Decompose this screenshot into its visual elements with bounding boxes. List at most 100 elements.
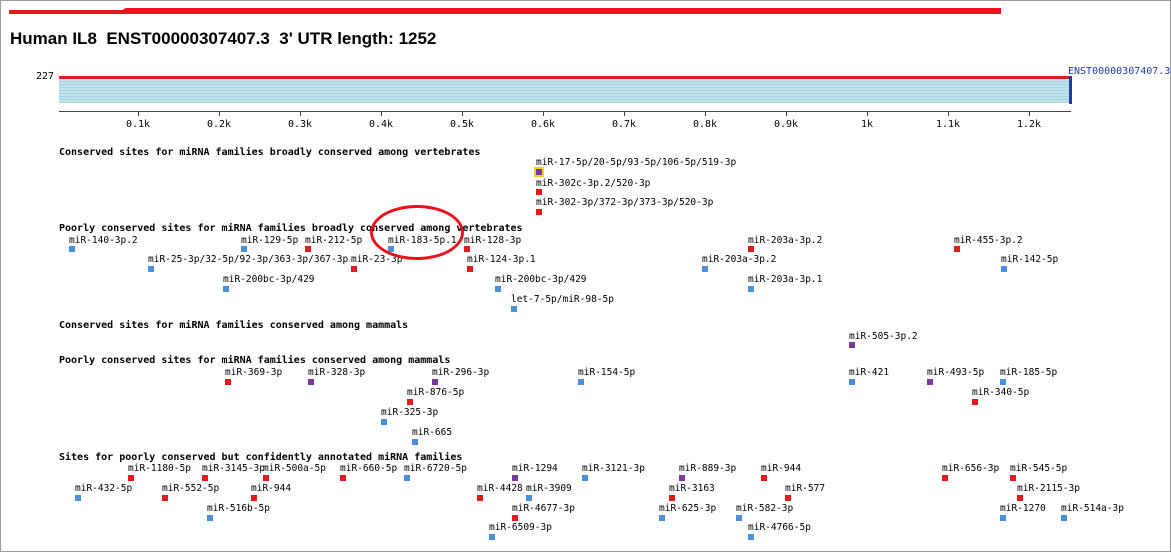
mirna-site-marker[interactable] [512, 475, 518, 481]
mirna-site-marker[interactable] [407, 399, 413, 405]
mirna-site-marker[interactable] [162, 495, 168, 501]
mirna-site-marker[interactable] [464, 246, 470, 252]
mirna-site-label[interactable]: miR-4677-3p [512, 503, 575, 514]
mirna-site-label[interactable]: miR-328-3p [308, 367, 366, 378]
mirna-site-marker[interactable] [748, 246, 754, 252]
mirna-site-marker[interactable] [761, 475, 767, 481]
mirna-site-marker[interactable] [351, 266, 357, 272]
mirna-site-marker[interactable] [1000, 379, 1006, 385]
mirna-site-marker[interactable] [679, 475, 685, 481]
mirna-site-label[interactable]: miR-3163 [669, 483, 715, 494]
mirna-site-marker[interactable] [467, 266, 473, 272]
mirna-site-label[interactable]: miR-302c-3p.2/520-3p [536, 178, 651, 189]
mirna-site-marker[interactable] [578, 379, 584, 385]
mirna-site-label[interactable]: miR-1270 [1000, 503, 1046, 514]
mirna-site-label[interactable]: miR-185-5p [1000, 367, 1058, 378]
mirna-site-label[interactable]: miR-656-3p [942, 463, 1000, 474]
mirna-site-marker[interactable] [69, 246, 75, 252]
mirna-site-label[interactable]: miR-944 [761, 463, 802, 474]
mirna-site-marker[interactable] [75, 495, 81, 501]
mirna-site-label[interactable]: miR-23-3p [351, 254, 403, 265]
mirna-site-label[interactable]: miR-6509-3p [489, 522, 552, 533]
mirna-site-marker[interactable] [748, 286, 754, 292]
mirna-site-marker[interactable] [785, 495, 791, 501]
mirna-site-marker[interactable] [1000, 515, 1006, 521]
mirna-site-label[interactable]: miR-545-5p [1010, 463, 1068, 474]
mirna-site-label[interactable]: miR-203a-3p.2 [702, 254, 777, 265]
mirna-site-marker[interactable] [305, 246, 311, 252]
mirna-site-marker[interactable] [148, 266, 154, 272]
mirna-site-marker[interactable] [251, 495, 257, 501]
mirna-site-marker[interactable] [582, 475, 588, 481]
mirna-site-label[interactable]: miR-302-3p/372-3p/373-3p/520-3p [536, 197, 714, 208]
mirna-site-label[interactable]: miR-421 [849, 367, 890, 378]
mirna-site-label[interactable]: miR-3145-3p [202, 463, 265, 474]
mirna-site-label[interactable]: miR-128-3p [464, 235, 522, 246]
mirna-site-label[interactable]: miR-625-3p [659, 503, 717, 514]
mirna-site-marker[interactable] [1017, 495, 1023, 501]
mirna-site-marker[interactable] [202, 475, 208, 481]
mirna-site-label[interactable]: miR-577 [785, 483, 826, 494]
mirna-site-marker[interactable] [404, 475, 410, 481]
mirna-site-label[interactable]: miR-516b-5p [207, 503, 270, 514]
mirna-site-label[interactable]: miR-665 [412, 427, 453, 438]
mirna-site-marker[interactable] [1001, 266, 1007, 272]
mirna-site-label[interactable]: miR-552-5p [162, 483, 220, 494]
mirna-site-label[interactable]: miR-200bc-3p/429 [223, 274, 315, 285]
mirna-site-marker[interactable] [263, 475, 269, 481]
mirna-site-label[interactable]: miR-200bc-3p/429 [495, 274, 587, 285]
mirna-site-label[interactable]: miR-455-3p.2 [954, 235, 1023, 246]
mirna-site-marker[interactable] [942, 475, 948, 481]
mirna-site-marker[interactable] [308, 379, 314, 385]
mirna-site-label[interactable]: miR-1294 [512, 463, 558, 474]
mirna-site-marker[interactable] [736, 515, 742, 521]
mirna-site-marker[interactable] [526, 495, 532, 501]
mirna-site-label[interactable]: miR-142-5p [1001, 254, 1059, 265]
mirna-site-label[interactable]: miR-493-5p [927, 367, 985, 378]
mirna-site-label[interactable]: miR-140-3p.2 [69, 235, 138, 246]
mirna-site-label[interactable]: miR-432-5p [75, 483, 133, 494]
mirna-site-label[interactable]: miR-3121-3p [582, 463, 645, 474]
mirna-site-label[interactable]: miR-4428 [477, 483, 523, 494]
mirna-site-marker[interactable] [489, 534, 495, 540]
mirna-site-marker[interactable] [536, 169, 542, 175]
transcript-label[interactable]: ENST00000307407.3 [1068, 66, 1171, 77]
mirna-site-label[interactable]: miR-500a-5p [263, 463, 326, 474]
mirna-site-label[interactable]: miR-17-5p/20-5p/93-5p/106-5p/519-3p [536, 157, 737, 168]
mirna-site-label[interactable]: miR-154-5p [578, 367, 636, 378]
mirna-site-label[interactable]: miR-369-3p [225, 367, 283, 378]
mirna-site-label[interactable]: miR-212-5p [305, 235, 363, 246]
mirna-site-label[interactable]: miR-1180-5p [128, 463, 191, 474]
mirna-site-label[interactable]: miR-340-5p [972, 387, 1030, 398]
mirna-site-label[interactable]: let-7-5p/miR-98-5p [511, 294, 614, 305]
mirna-site-label[interactable]: miR-944 [251, 483, 292, 494]
mirna-site-marker[interactable] [477, 495, 483, 501]
mirna-site-label[interactable]: miR-25-3p/32-5p/92-3p/363-3p/367-3p [148, 254, 349, 265]
mirna-site-marker[interactable] [511, 306, 517, 312]
mirna-site-marker[interactable] [381, 419, 387, 425]
mirna-site-label[interactable]: miR-2115-3p [1017, 483, 1080, 494]
mirna-site-label[interactable]: miR-296-3p [432, 367, 490, 378]
mirna-site-marker[interactable] [849, 379, 855, 385]
mirna-site-label[interactable]: miR-203a-3p.2 [748, 235, 823, 246]
mirna-site-label[interactable]: miR-129-5p [241, 235, 299, 246]
mirna-site-marker[interactable] [669, 495, 675, 501]
mirna-site-marker[interactable] [927, 379, 933, 385]
mirna-site-label[interactable]: miR-325-3p [381, 407, 439, 418]
mirna-site-marker[interactable] [1061, 515, 1067, 521]
mirna-site-label[interactable]: miR-124-3p.1 [467, 254, 536, 265]
mirna-site-marker[interactable] [512, 515, 518, 521]
mirna-site-label[interactable]: miR-4766-5p [748, 522, 811, 533]
mirna-site-marker[interactable] [536, 189, 542, 195]
mirna-site-marker[interactable] [495, 286, 501, 292]
mirna-site-marker[interactable] [207, 515, 213, 521]
utr-track[interactable] [59, 76, 1069, 103]
mirna-site-marker[interactable] [954, 246, 960, 252]
mirna-site-marker[interactable] [972, 399, 978, 405]
mirna-site-label[interactable]: miR-514a-3p [1061, 503, 1124, 514]
mirna-site-marker[interactable] [340, 475, 346, 481]
mirna-site-marker[interactable] [748, 534, 754, 540]
mirna-site-marker[interactable] [223, 286, 229, 292]
mirna-site-marker[interactable] [1010, 475, 1016, 481]
mirna-site-marker[interactable] [412, 439, 418, 445]
